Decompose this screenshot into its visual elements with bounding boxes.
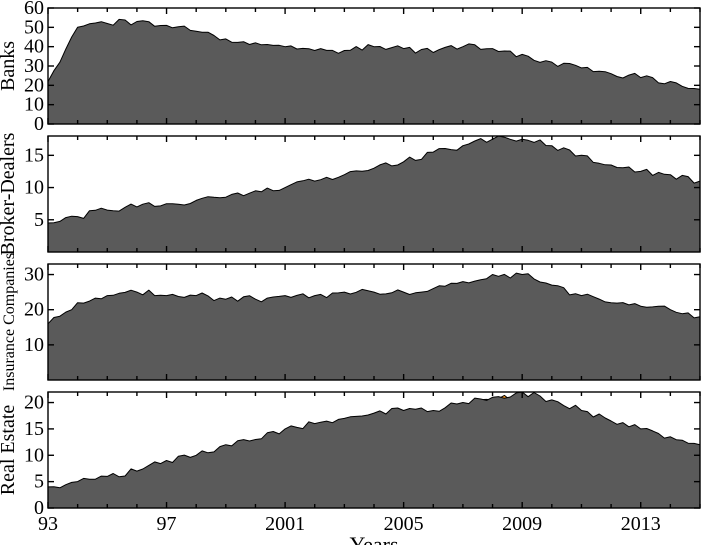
ytick-label: 10 <box>24 334 44 356</box>
panel-realestate: 05101520Real Estate <box>0 392 700 519</box>
layer <box>48 136 700 252</box>
ytick-label: 10 <box>24 94 44 116</box>
xaxis-title: Years <box>349 532 398 545</box>
ytick-label: 10 <box>24 177 44 199</box>
panel-label: Insurance Companies <box>1 253 18 391</box>
ytick-label: 5 <box>34 209 44 231</box>
ytick-label: 20 <box>24 299 44 321</box>
xtick-label: 2013 <box>621 513 661 535</box>
ytick-label: 20 <box>24 74 44 96</box>
xtick-label: 2001 <box>265 513 305 535</box>
layer <box>48 273 700 380</box>
ytick-label: 60 <box>24 0 44 19</box>
panel-label: Broker-Dealers <box>0 132 19 255</box>
xtick-label: 93 <box>38 513 58 535</box>
stacked-panels-chart: 0102030405060Banks51015Broker-Dealers102… <box>0 0 714 545</box>
ytick-label: 5 <box>34 471 44 493</box>
layer <box>48 392 700 508</box>
ytick-label: 15 <box>24 418 44 440</box>
xtick-label: 97 <box>157 513 177 535</box>
panel-brokers: 5 10 15 Broker-Dealers <box>0 132 700 255</box>
xtick-label: 2009 <box>502 513 542 535</box>
panel-banks: 0102030405060 Banks <box>0 0 700 135</box>
ytick-label: 30 <box>24 264 44 286</box>
ytick-label: 30 <box>24 55 44 77</box>
layer <box>48 19 700 124</box>
ytick-label: 10 <box>24 444 44 466</box>
ytick-label: 20 <box>24 392 44 414</box>
ytick-label: 0 <box>34 113 44 135</box>
panel-label: Banks <box>0 41 19 91</box>
ytick-label: 15 <box>24 144 44 166</box>
ytick-label: 40 <box>24 36 44 58</box>
panel-label: Real Estate <box>0 405 19 496</box>
ytick-label: 50 <box>24 16 44 38</box>
panel-insurance: 10 20 30 Insurance Companies <box>1 253 700 391</box>
